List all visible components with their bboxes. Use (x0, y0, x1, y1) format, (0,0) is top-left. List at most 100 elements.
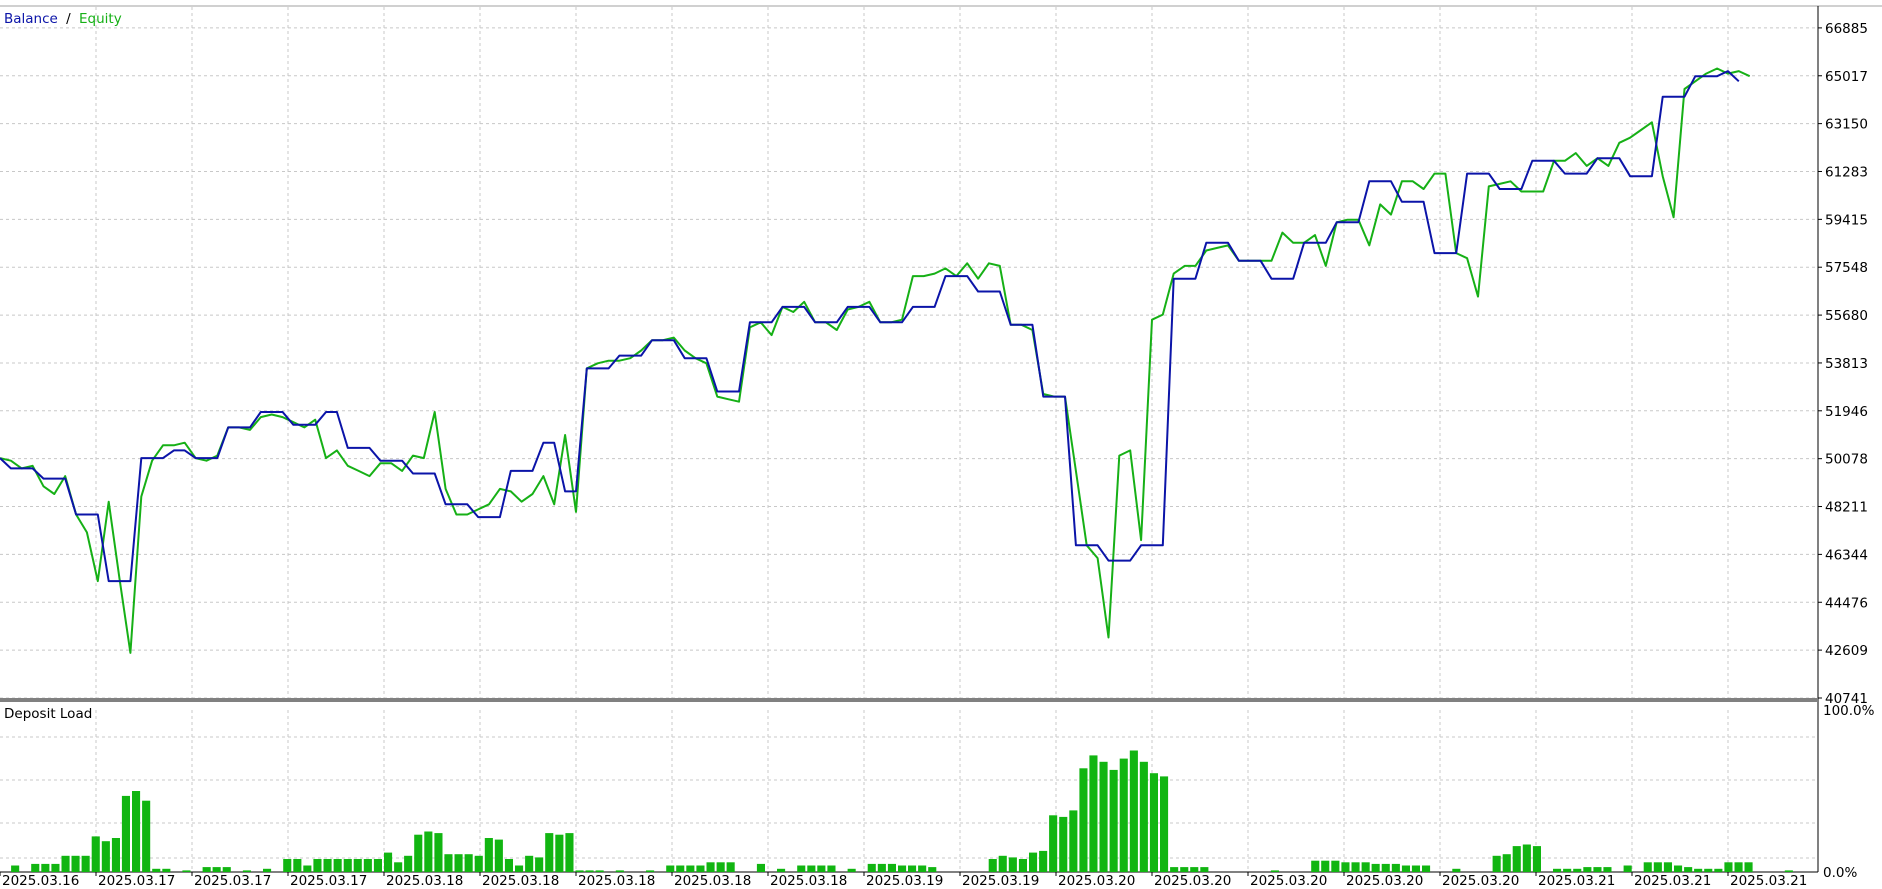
deposit-load-bar (1029, 852, 1038, 872)
deposit-load-bar (71, 855, 80, 872)
deposit-load-bar (373, 859, 382, 872)
deposit-load-bar (585, 870, 594, 872)
deposit-load-bar (313, 859, 322, 872)
deposit-load-bar (807, 865, 816, 872)
x-tick-label: 2025.03.18 (578, 873, 655, 889)
deposit-load-bar (1502, 854, 1511, 872)
deposit-load-bar (1039, 850, 1048, 872)
x-tick-label: 2025.03.17 (194, 873, 271, 889)
deposit-load-bar (414, 834, 423, 872)
deposit-load-bar (333, 859, 342, 872)
deposit-load-bar (293, 859, 302, 872)
deposit-load-bar (1522, 844, 1531, 872)
x-tick-label: 2025.03.21 (1634, 873, 1711, 889)
deposit-load-bar (81, 855, 90, 872)
deposit-load-bar (363, 859, 372, 872)
deposit-load-bar (1684, 867, 1693, 872)
y-tick-label: 46344 (1825, 547, 1868, 563)
deposit-load-bar (212, 867, 221, 872)
deposit-load-bar (202, 867, 211, 872)
deposit-load-bar (706, 862, 715, 872)
deposit-load-bar (1341, 862, 1350, 872)
deposit-load-bar (696, 865, 705, 872)
deposit-load-bar (1563, 868, 1572, 872)
x-tick-label: 2025.03.19 (962, 873, 1039, 889)
deposit-load-bar (41, 863, 50, 872)
y-tick-label: 44476 (1825, 595, 1868, 611)
chart-frame (0, 5, 1882, 876)
deposit-load-bar (1593, 867, 1602, 872)
deposit-load-bar (1109, 769, 1118, 872)
balance-line (0, 70, 1740, 583)
deposit-load-bar (343, 859, 352, 872)
deposit-load-bar (908, 865, 917, 872)
deposit-load-bar (1018, 859, 1027, 872)
deposit-load-bar (61, 855, 70, 872)
deposit-load-bar (1139, 761, 1148, 872)
deposit-load-bar (353, 859, 362, 872)
deposit-load-bar (545, 833, 554, 872)
deposit-load-bar (686, 865, 695, 872)
y-tick-label: 51946 (1825, 404, 1868, 420)
deposit-load-bar (1704, 868, 1713, 872)
deposit-load-bar (1321, 860, 1330, 872)
deposit-load-bar (646, 870, 655, 872)
deposit-load-bar (756, 863, 765, 872)
deposit-load-bar (676, 865, 685, 872)
deposit-load-bar (464, 854, 473, 872)
deposit-load-bar (1714, 868, 1723, 872)
deposit-load-bar (1532, 846, 1541, 872)
y-tick-label: 50078 (1825, 452, 1868, 468)
deposit-load-bar (1643, 862, 1652, 872)
deposit-load-bar (595, 870, 604, 872)
deposit-load-bar (1160, 776, 1169, 872)
y-tick-label: 0.0% (1823, 865, 1857, 881)
deposit-load-bar (1623, 865, 1632, 872)
x-tick-label: 2025.03.17 (98, 873, 175, 889)
legend-separator: / (66, 11, 71, 27)
x-tick-label: 2025.03.20 (1058, 873, 1135, 889)
deposit-load-bar (1008, 857, 1017, 872)
deposit-load-bar (242, 870, 251, 872)
x-tick-label: 2025.03.21 (1730, 873, 1807, 889)
deposit-load-bar (434, 833, 443, 872)
deposit-load-bar (847, 868, 856, 872)
deposit-load-bar (535, 857, 544, 872)
deposit-load-bar (1724, 862, 1733, 872)
x-tick-label: 2025.03.18 (770, 873, 847, 889)
deposit-load-bar (132, 791, 141, 872)
deposit-load-bar (222, 867, 231, 872)
balance-equity-lines (0, 67, 1751, 654)
deposit-load-bar (394, 862, 403, 872)
deposit-load-bar (1694, 868, 1703, 872)
deposit-load-bar (162, 868, 171, 872)
deposit-load-bar (1099, 761, 1108, 872)
deposit-load-bar (898, 865, 907, 872)
deposit-load-bar (928, 867, 937, 872)
deposit-load-bar (887, 863, 896, 872)
deposit-load-bar (515, 865, 524, 872)
deposit-load-bar (484, 838, 493, 872)
x-tick-label: 2025.03.19 (866, 873, 943, 889)
deposit-load-bar (1270, 870, 1279, 872)
y-tick-label: 66885 (1825, 21, 1868, 37)
deposit-load-bar (1049, 815, 1058, 872)
deposit-load-bars (11, 750, 1793, 872)
deposit-load-bar (1059, 816, 1068, 872)
deposit-load-bar (1200, 867, 1209, 872)
deposit-load-bar (474, 855, 483, 872)
deposit-load-bar (1170, 867, 1179, 872)
deposit-load-bar (283, 859, 292, 872)
deposit-load-bar (1422, 865, 1431, 872)
deposit-load-bar (877, 863, 886, 872)
x-tick-label: 2025.03.21 (1538, 873, 1615, 889)
deposit-load-bar (777, 868, 786, 872)
deposit-load-bar (998, 855, 1007, 872)
deposit-load-bar (31, 863, 40, 872)
deposit-load-bar (555, 834, 564, 872)
equity-line (0, 67, 1751, 654)
deposit-load-bar (666, 865, 675, 872)
x-tick-label: 2025.03.17 (290, 873, 367, 889)
deposit-load-bar (726, 862, 735, 872)
